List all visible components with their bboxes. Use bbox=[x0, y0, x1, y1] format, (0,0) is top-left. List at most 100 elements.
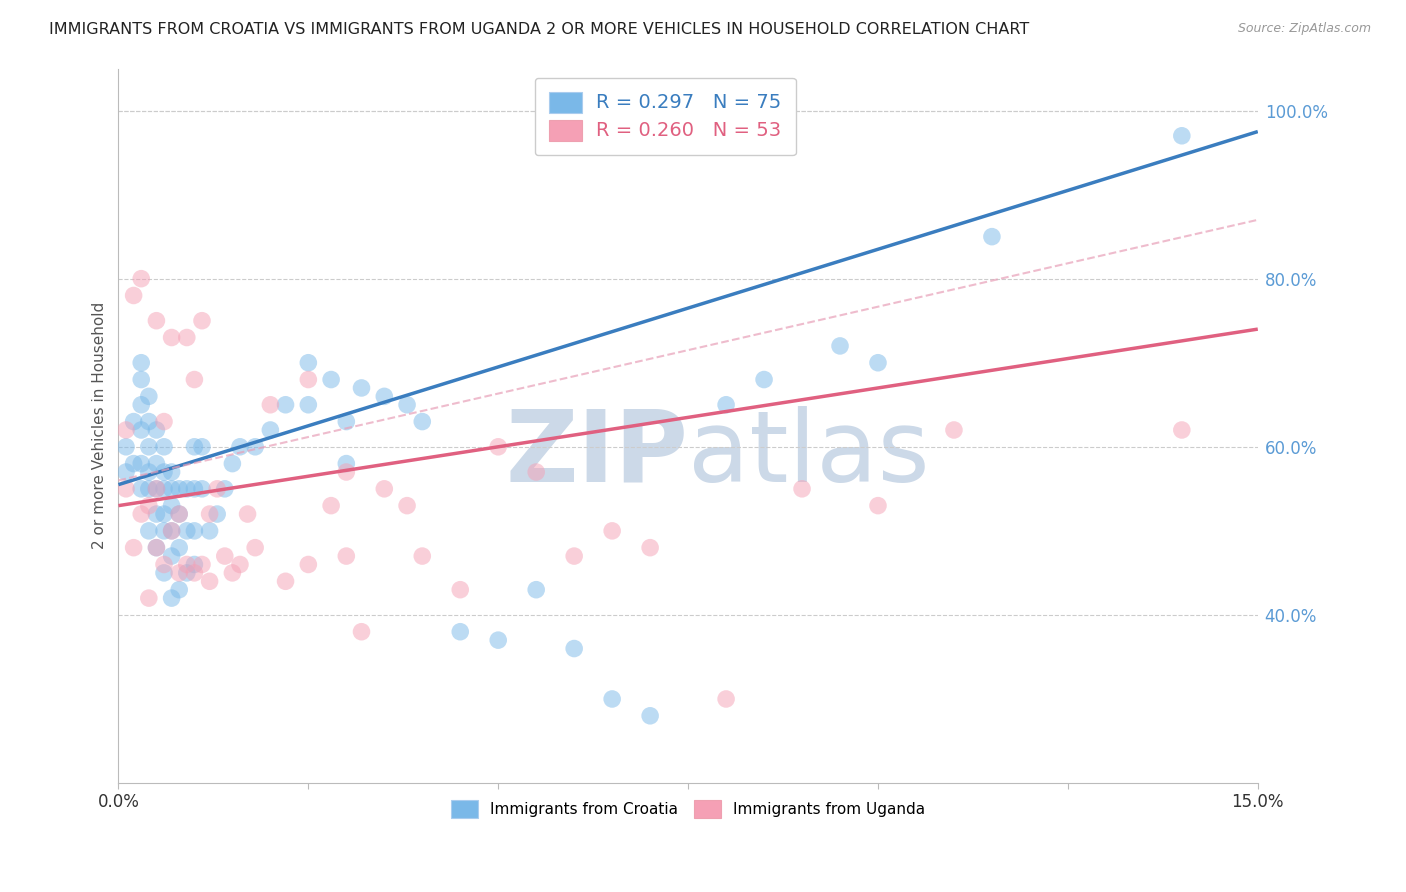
Point bbox=[411, 549, 433, 563]
Point bbox=[191, 558, 214, 572]
Point bbox=[1171, 423, 1194, 437]
Point bbox=[129, 373, 152, 387]
Point bbox=[129, 398, 152, 412]
Point bbox=[138, 482, 160, 496]
Point bbox=[183, 524, 205, 538]
Point bbox=[153, 566, 176, 580]
Text: Source: ZipAtlas.com: Source: ZipAtlas.com bbox=[1237, 22, 1371, 36]
Point bbox=[153, 558, 176, 572]
Point bbox=[138, 415, 160, 429]
Point bbox=[214, 549, 236, 563]
Point bbox=[160, 591, 183, 606]
Point bbox=[335, 465, 357, 479]
Point bbox=[790, 482, 813, 496]
Point bbox=[243, 541, 266, 555]
Point bbox=[176, 566, 198, 580]
Point bbox=[129, 457, 152, 471]
Point bbox=[297, 558, 319, 572]
Point bbox=[274, 398, 297, 412]
Point bbox=[176, 482, 198, 496]
Point bbox=[524, 582, 547, 597]
Point bbox=[714, 398, 737, 412]
Point bbox=[145, 482, 167, 496]
Point bbox=[214, 482, 236, 496]
Point bbox=[122, 457, 145, 471]
Point bbox=[259, 423, 281, 437]
Point bbox=[396, 499, 419, 513]
Point bbox=[321, 373, 343, 387]
Point bbox=[297, 356, 319, 370]
Point bbox=[115, 482, 138, 496]
Point bbox=[183, 440, 205, 454]
Point bbox=[138, 465, 160, 479]
Point bbox=[153, 465, 176, 479]
Point bbox=[145, 541, 167, 555]
Point bbox=[600, 524, 623, 538]
Point bbox=[138, 499, 160, 513]
Point bbox=[183, 558, 205, 572]
Point bbox=[638, 541, 661, 555]
Point bbox=[145, 482, 167, 496]
Point bbox=[176, 524, 198, 538]
Point bbox=[122, 288, 145, 302]
Point bbox=[714, 692, 737, 706]
Point bbox=[153, 415, 176, 429]
Point bbox=[221, 457, 243, 471]
Point bbox=[183, 482, 205, 496]
Text: IMMIGRANTS FROM CROATIA VS IMMIGRANTS FROM UGANDA 2 OR MORE VEHICLES IN HOUSEHOL: IMMIGRANTS FROM CROATIA VS IMMIGRANTS FR… bbox=[49, 22, 1029, 37]
Point bbox=[138, 524, 160, 538]
Point bbox=[167, 541, 190, 555]
Point bbox=[160, 524, 183, 538]
Point bbox=[145, 507, 167, 521]
Point bbox=[297, 373, 319, 387]
Point bbox=[160, 482, 183, 496]
Point bbox=[373, 482, 395, 496]
Y-axis label: 2 or more Vehicles in Household: 2 or more Vehicles in Household bbox=[93, 302, 107, 549]
Point bbox=[176, 330, 198, 344]
Point bbox=[129, 482, 152, 496]
Point bbox=[198, 574, 221, 589]
Point bbox=[350, 624, 373, 639]
Point bbox=[600, 692, 623, 706]
Point bbox=[486, 440, 509, 454]
Point bbox=[562, 549, 585, 563]
Point bbox=[198, 524, 221, 538]
Point bbox=[167, 482, 190, 496]
Point bbox=[145, 457, 167, 471]
Point bbox=[153, 482, 176, 496]
Point bbox=[129, 507, 152, 521]
Point bbox=[191, 482, 214, 496]
Point bbox=[335, 549, 357, 563]
Point bbox=[486, 633, 509, 648]
Point bbox=[981, 229, 1004, 244]
Point bbox=[236, 507, 259, 521]
Legend: Immigrants from Croatia, Immigrants from Uganda: Immigrants from Croatia, Immigrants from… bbox=[443, 792, 934, 825]
Point bbox=[221, 566, 243, 580]
Point bbox=[153, 507, 176, 521]
Point bbox=[160, 499, 183, 513]
Point bbox=[243, 440, 266, 454]
Point bbox=[274, 574, 297, 589]
Point bbox=[138, 389, 160, 403]
Point bbox=[129, 271, 152, 285]
Point bbox=[335, 457, 357, 471]
Point bbox=[191, 440, 214, 454]
Text: atlas: atlas bbox=[688, 406, 929, 503]
Point bbox=[160, 524, 183, 538]
Point bbox=[259, 398, 281, 412]
Point bbox=[335, 415, 357, 429]
Point bbox=[167, 566, 190, 580]
Point bbox=[373, 389, 395, 403]
Point bbox=[160, 330, 183, 344]
Point bbox=[115, 465, 138, 479]
Point bbox=[1171, 128, 1194, 143]
Point bbox=[752, 373, 775, 387]
Point bbox=[866, 499, 889, 513]
Point bbox=[942, 423, 965, 437]
Point bbox=[638, 708, 661, 723]
Point bbox=[321, 499, 343, 513]
Point bbox=[562, 641, 585, 656]
Point bbox=[205, 507, 228, 521]
Point bbox=[411, 415, 433, 429]
Point bbox=[297, 398, 319, 412]
